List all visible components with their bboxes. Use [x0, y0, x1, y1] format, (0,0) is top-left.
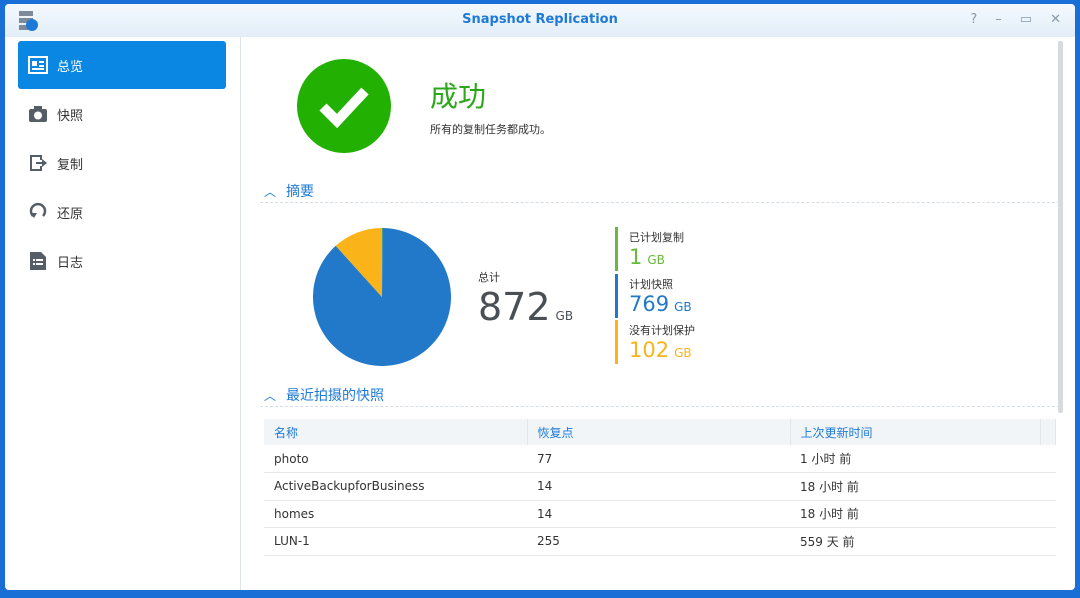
sidebar-item-restore[interactable]: 还原: [18, 188, 226, 236]
table-cell: 255: [527, 527, 790, 556]
sidebar-item-overview[interactable]: 总览: [18, 41, 226, 89]
table-cell: LUN-1: [264, 527, 527, 556]
app-icon: [19, 11, 38, 31]
maximize-icon[interactable]: ▭: [1019, 12, 1033, 27]
storage-pie-chart: [313, 228, 451, 366]
recent-snapshots-section-header[interactable]: ︿ 最近拍摄的快照: [260, 385, 1060, 407]
table-row[interactable]: photo 77 1 小时 前: [264, 445, 1056, 473]
summary-section-header[interactable]: ︿ 摘要: [260, 181, 1060, 203]
table-cell: ActiveBackupforBusiness: [264, 472, 527, 501]
status-title: 成功: [430, 80, 487, 113]
restore-icon: [29, 202, 47, 218]
legend-scheduled-replication: 已计划复制 1 GB: [615, 227, 775, 271]
sidebar: 总览 快照 复制 还原 日志: [5, 37, 241, 590]
scrollbar[interactable]: [1058, 41, 1063, 413]
overview-icon: [28, 56, 48, 74]
table-cell: 18 小时 前: [790, 472, 1040, 501]
chevron-up-icon: ︿: [264, 185, 277, 199]
section-title: 最近拍摄的快照: [286, 388, 385, 404]
close-icon[interactable]: ✕: [1050, 12, 1061, 27]
overview-panel: 成功 所有的复制任务都成功。 ︿ 摘要 总计 872 GB 已计划复制 1 GB 计划快…: [242, 37, 1075, 590]
table-cell: 77: [527, 445, 790, 473]
pie-slice-1: [313, 228, 451, 366]
log-icon: [30, 252, 46, 270]
table-cell: homes: [264, 500, 527, 528]
table-cell: photo: [264, 445, 527, 473]
sidebar-item-snapshot[interactable]: 快照: [18, 90, 226, 138]
table-cell: 18 小时 前: [790, 500, 1040, 528]
sidebar-item-replication[interactable]: 复制: [18, 139, 226, 187]
sidebar-item-label: 日志: [57, 255, 84, 271]
section-title: 摘要: [286, 184, 315, 200]
help-icon[interactable]: ?: [970, 12, 978, 27]
status-message: 所有的复制任务都成功。: [430, 123, 551, 136]
table-cell: 559 天 前: [790, 527, 1040, 556]
table-cell: 14: [527, 472, 790, 501]
table-row[interactable]: homes 14 18 小时 前: [264, 500, 1056, 528]
sidebar-item-label: 还原: [57, 206, 84, 222]
legend-unprotected: 没有计划保护 102 GB: [615, 320, 775, 364]
column-header-name[interactable]: 名称: [264, 419, 528, 445]
column-header-restore-points[interactable]: 恢复点: [527, 419, 791, 445]
total-label: 总计: [478, 271, 500, 284]
table-cell: 14: [527, 500, 790, 528]
recent-snapshots-table: 名称 恢复点 上次更新时间 photo 77 1 小时 前 ActiveBackupf…: [264, 419, 1056, 556]
success-icon: [297, 59, 391, 153]
column-header-last-updated[interactable]: 上次更新时间: [790, 419, 1041, 445]
pie-slice-2: [335, 228, 382, 297]
replication-icon: [30, 155, 47, 171]
camera-icon: [29, 106, 47, 122]
app-window: Snapshot Replication ? – ▭ ✕ 总览 快照 复制 还原…: [5, 4, 1075, 590]
window-title: Snapshot Replication: [462, 12, 618, 27]
title-bar: Snapshot Replication ? – ▭ ✕: [5, 4, 1075, 37]
table-row[interactable]: LUN-1 255 559 天 前: [264, 527, 1056, 556]
sidebar-item-label: 总览: [57, 59, 84, 75]
sidebar-item-label: 复制: [57, 157, 84, 173]
table-row[interactable]: ActiveBackupforBusiness 14 18 小时 前: [264, 472, 1056, 501]
sidebar-item-log[interactable]: 日志: [18, 237, 226, 285]
minimize-icon[interactable]: –: [995, 12, 1002, 27]
legend-scheduled-snapshot: 计划快照 769 GB: [615, 274, 775, 318]
total-value: 872 GB: [478, 285, 574, 329]
chevron-up-icon: ︿: [264, 389, 277, 403]
sidebar-item-label: 快照: [57, 108, 84, 124]
table-cell: 1 小时 前: [790, 445, 1040, 473]
